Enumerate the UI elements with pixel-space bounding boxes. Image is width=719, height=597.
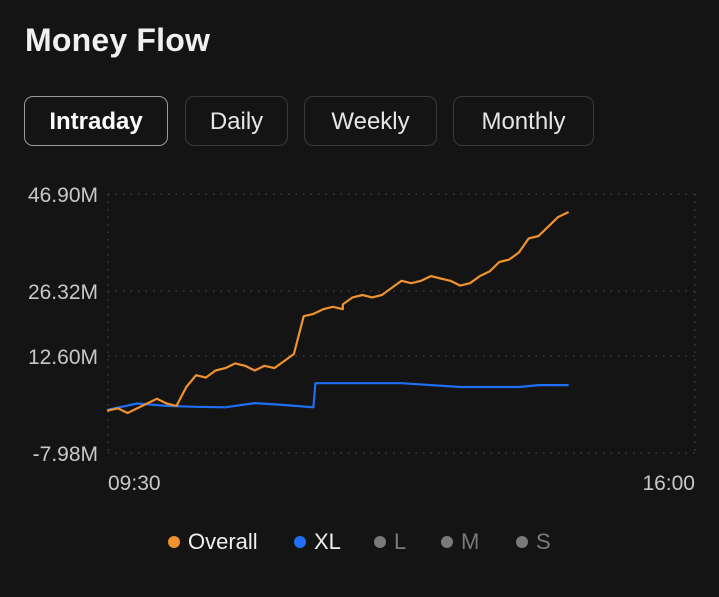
page-title: Money Flow — [25, 22, 211, 58]
y-tick-label: 12.60M — [28, 346, 98, 369]
y-tick-label: 26.32M — [28, 281, 98, 304]
legend-label-s: S — [536, 529, 551, 554]
tab-daily[interactable]: Daily — [185, 96, 288, 146]
series-line-overall — [106, 211, 569, 415]
legend-dot-l — [374, 535, 386, 548]
legend-dot-overall — [168, 535, 180, 548]
tab-weekly[interactable]: Weekly — [304, 96, 437, 146]
legend-dot-m — [441, 535, 453, 548]
money-flow-chart: 46.90M 26.32M 12.60M -7.98M 09:30 16:00 — [28, 184, 696, 495]
y-tick-label: -7.98M — [33, 443, 98, 466]
chart-legend: Overall XL L M S — [0, 529, 719, 555]
legend-item-s[interactable]: S — [516, 529, 551, 555]
legend-label-l: L — [394, 529, 407, 554]
legend-item-m[interactable]: M — [441, 529, 479, 555]
y-tick-label: 46.90M — [28, 184, 98, 207]
legend-item-l[interactable]: L — [374, 529, 406, 555]
legend-dot-s — [516, 535, 528, 548]
tab-monthly[interactable]: Monthly — [453, 96, 594, 146]
legend-item-xl[interactable]: XL — [294, 529, 341, 555]
legend-label-overall: Overall — [188, 529, 258, 554]
legend-item-overall[interactable]: Overall — [168, 529, 258, 555]
legend-dot-xl — [294, 535, 306, 548]
legend-label-m: M — [461, 529, 480, 554]
tab-intraday[interactable]: Intraday — [24, 96, 168, 146]
legend-label-xl: XL — [314, 529, 341, 554]
x-tick-label: 16:00 — [642, 472, 695, 495]
x-tick-label: 09:30 — [108, 472, 161, 495]
